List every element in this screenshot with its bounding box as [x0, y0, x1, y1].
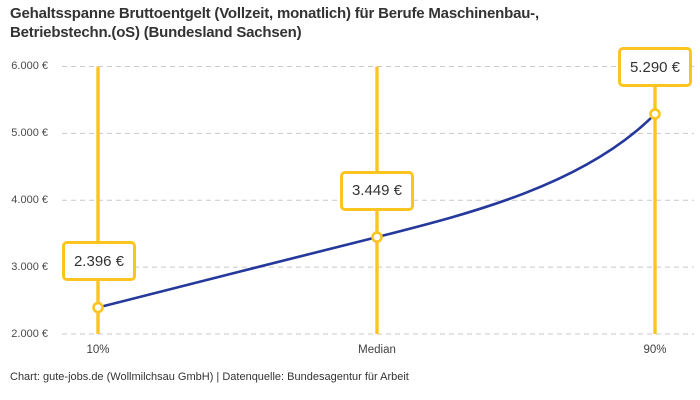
data-point-marker: [371, 231, 383, 243]
value-callout-median: 3.449 €: [340, 170, 414, 211]
y-axis-tick-label: 6.000 €: [11, 60, 48, 72]
chart-title-line2: Betriebstechn.(oS) (Bundesland Sachsen): [10, 24, 302, 41]
data-point-marker: [92, 301, 104, 314]
x-axis-label: Median: [358, 344, 396, 356]
chart-title-line1: Gehaltsspanne Bruttoentgelt (Vollzeit, m…: [10, 5, 539, 22]
x-axis-label: 10%: [86, 344, 110, 356]
y-axis-tick-label: 2.000 €: [11, 327, 48, 340]
value-callout-90pct: 5.290 €: [618, 47, 692, 88]
data-point-marker: [649, 108, 661, 120]
y-axis-tick-label: 5.000 €: [11, 126, 48, 139]
y-axis-tick-label: 3.000 €: [11, 260, 48, 273]
chart-title: Gehaltsspanne Bruttoentgelt (Vollzeit, m…: [10, 4, 650, 42]
source-credit: Chart: gute-jobs.de (Wollmilchsau GmbH) …: [10, 371, 409, 383]
x-axis-label: 90%: [643, 344, 667, 356]
value-callout-10pct: 2.396 €: [62, 241, 136, 282]
y-axis-tick-label: 4.000 €: [11, 193, 48, 206]
